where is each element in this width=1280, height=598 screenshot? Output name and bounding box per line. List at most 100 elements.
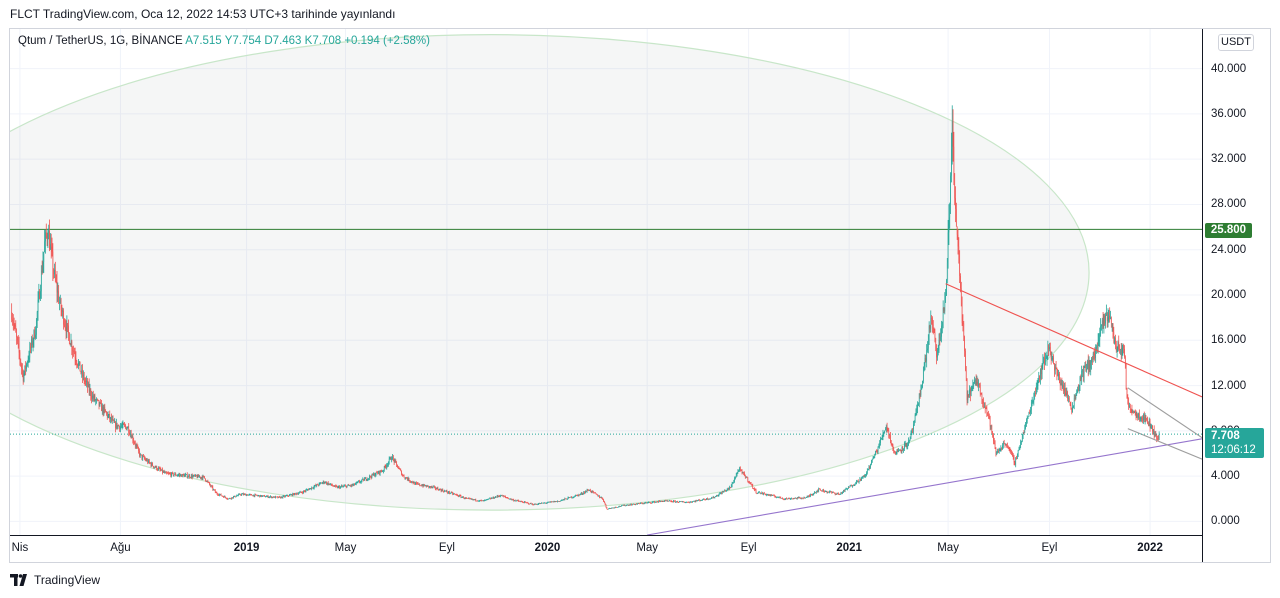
candle-body — [83, 374, 84, 377]
candle-body — [191, 475, 192, 478]
candle-body — [189, 475, 191, 478]
candle-body — [280, 496, 282, 499]
candle-body — [133, 440, 134, 443]
candle-body — [571, 497, 573, 499]
candle-body — [604, 502, 606, 505]
candle-body — [394, 460, 396, 463]
candle-body — [909, 440, 910, 442]
candle-body — [780, 497, 782, 499]
time-axis[interactable] — [10, 535, 1202, 562]
candle-body — [12, 319, 13, 321]
ellipse-drawing — [10, 34, 1090, 511]
tradingview-logo[interactable]: TradingView — [10, 573, 100, 587]
candle-body — [341, 486, 342, 487]
candle-body — [848, 487, 850, 488]
candle-body — [297, 493, 299, 495]
candle-body — [458, 495, 459, 497]
candle-body — [543, 502, 544, 504]
candle-body — [344, 485, 345, 487]
candle-body — [739, 468, 740, 471]
candle-body — [543, 502, 545, 504]
candle-body — [103, 407, 105, 413]
candle-body — [781, 498, 782, 500]
candle-body — [566, 499, 568, 500]
candle-body — [170, 473, 172, 476]
candle-body — [809, 495, 810, 497]
candle-body — [74, 353, 76, 359]
candle-body — [251, 494, 252, 496]
candle-body — [867, 469, 868, 473]
candle-body — [1044, 357, 1045, 365]
candle-body — [691, 501, 693, 503]
candle-body — [11, 311, 12, 320]
candle-body — [492, 497, 494, 499]
candle-body — [819, 488, 820, 490]
candle-body — [1133, 410, 1134, 413]
candle-body — [171, 472, 172, 476]
candle-body — [484, 500, 486, 501]
candle-body — [801, 497, 803, 499]
candle-body — [1064, 388, 1066, 393]
candle-body — [370, 476, 372, 478]
candle-body — [372, 474, 374, 476]
candle-body — [729, 486, 730, 489]
candle-body — [458, 495, 460, 497]
candle-body — [588, 490, 589, 492]
candle-body — [1148, 423, 1149, 426]
plot-area[interactable] — [10, 29, 1202, 535]
candle-body — [233, 496, 234, 498]
candle-body — [791, 498, 793, 500]
candle-body — [259, 495, 261, 497]
candle-body — [815, 492, 816, 494]
candle-body — [900, 450, 902, 452]
candle-body — [665, 500, 667, 502]
currency-button[interactable]: USDT — [1218, 34, 1254, 51]
candle-body — [249, 494, 251, 496]
candle-body — [201, 477, 203, 479]
candle-body — [75, 358, 77, 362]
candle-body — [313, 487, 314, 489]
candle-body — [275, 496, 276, 498]
candle-body — [893, 448, 895, 451]
candle-body — [285, 495, 287, 497]
candle-body — [1083, 365, 1085, 378]
y-tick-label: 32.000 — [1211, 153, 1247, 166]
candle-body — [992, 433, 993, 436]
candle-body — [369, 476, 370, 479]
price-axis[interactable] — [1202, 29, 1270, 562]
candle-body — [36, 319, 37, 335]
candle-body — [826, 490, 828, 493]
candle-body — [242, 493, 243, 495]
candle-body — [796, 497, 797, 499]
candle-body — [855, 483, 857, 485]
candle-body — [253, 495, 255, 497]
candle-body — [471, 498, 472, 500]
candle-body — [80, 371, 82, 373]
candle-body — [494, 497, 496, 499]
candle-body — [195, 474, 196, 476]
candle-body — [469, 498, 471, 500]
candlestick-chart[interactable] — [10, 29, 1202, 535]
candle-body — [1158, 438, 1159, 440]
candle-body — [604, 501, 605, 503]
candle-body — [406, 477, 407, 479]
candle-body — [358, 481, 360, 483]
candle-body — [835, 493, 837, 495]
candle-body — [192, 475, 194, 478]
candle-body — [1007, 445, 1008, 447]
candle-body — [64, 324, 66, 328]
candle-body — [937, 354, 938, 358]
candle-body — [102, 406, 103, 412]
candle-body — [513, 499, 514, 501]
candle-body — [1118, 342, 1120, 350]
candle-body — [368, 478, 369, 480]
candle-body — [256, 494, 257, 496]
candle-body — [646, 502, 648, 504]
candle-body — [554, 501, 556, 503]
candle-body — [121, 425, 123, 427]
candle-body — [272, 496, 274, 498]
candle-body — [422, 485, 424, 487]
candle-body — [1154, 434, 1156, 436]
candle-body — [702, 499, 703, 501]
candle-body — [467, 498, 468, 499]
